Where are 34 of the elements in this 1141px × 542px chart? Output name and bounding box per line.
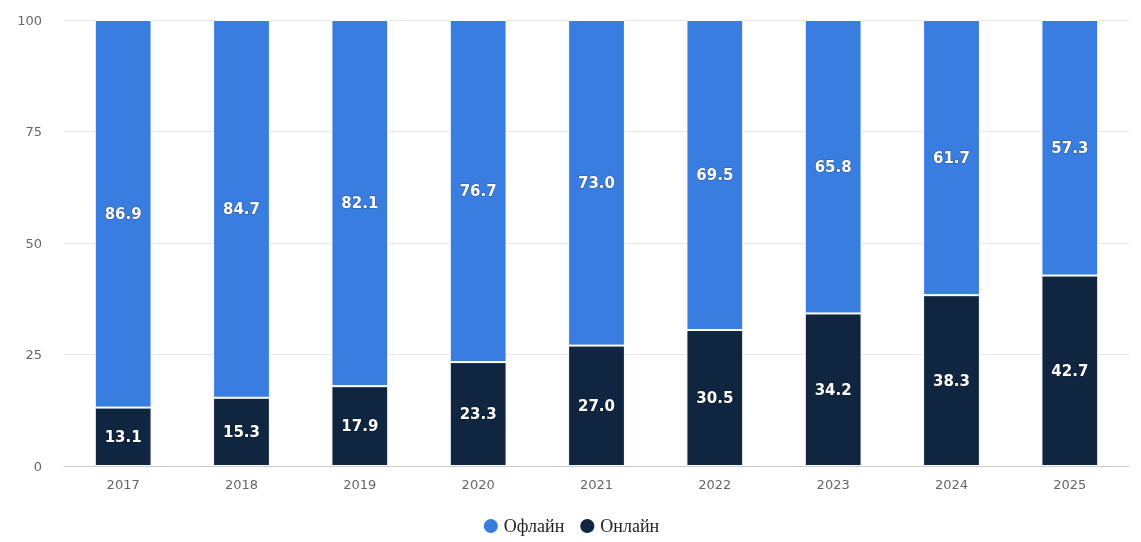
data-label: 57.3: [1051, 138, 1089, 157]
x-tick-label: 2022: [698, 477, 732, 492]
y-tick-label: 0: [33, 458, 42, 474]
data-label: 34.2: [814, 380, 852, 399]
legend-label: Онлайн: [600, 516, 660, 536]
data-label: 17.9: [341, 417, 379, 436]
x-tick-label: 2025: [1053, 477, 1087, 492]
x-tick-label: 2019: [343, 477, 377, 492]
data-label: 61.7: [932, 148, 971, 167]
data-label: 38.3: [932, 371, 971, 390]
legend-label: Офлайн: [503, 516, 565, 536]
data-label: 86.9: [104, 204, 142, 223]
y-tick-label: 50: [25, 235, 42, 251]
data-label: 73.0: [577, 173, 616, 192]
data-label: 15.3: [222, 422, 261, 441]
data-label: 65.8: [814, 157, 852, 176]
data-label: 23.3: [459, 405, 497, 424]
x-tick-label: 2017: [106, 477, 140, 492]
x-tick-label: 2020: [461, 477, 495, 492]
y-tick-label: 25: [25, 347, 42, 362]
x-tick-label: 2024: [934, 477, 969, 492]
data-label: 42.7: [1051, 361, 1089, 380]
x-tick-label: 2021: [579, 477, 614, 492]
data-label: 76.7: [459, 182, 497, 201]
data-label: 27.0: [577, 396, 616, 415]
y-tick-label: 75: [25, 124, 42, 139]
data-label: 82.1: [341, 194, 379, 213]
x-tick-label: 2023: [816, 477, 850, 492]
data-label: 84.7: [222, 199, 261, 218]
data-label: 30.5: [696, 388, 734, 407]
data-label: 13.1: [104, 427, 142, 446]
x-tick-label: 2018: [224, 477, 259, 492]
data-label: 69.5: [696, 165, 734, 184]
y-tick-label: 100: [17, 12, 42, 28]
